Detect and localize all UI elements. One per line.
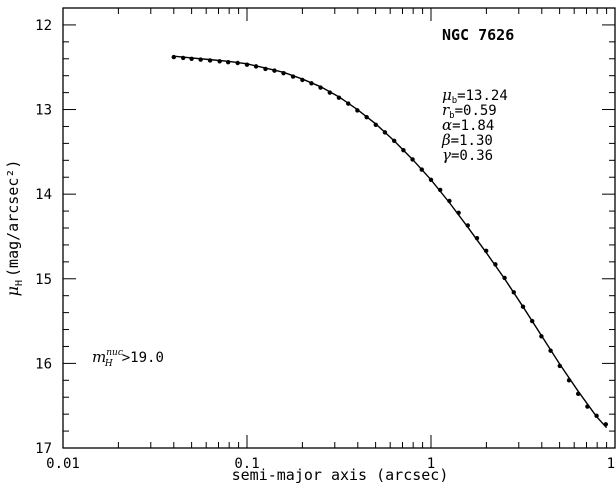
data-point: [419, 167, 424, 172]
data-point: [318, 85, 323, 90]
y-tick-labels: 12 13 14 15 16 17: [35, 18, 52, 457]
y-axis-label-symbol: μ: [3, 286, 22, 296]
y-axis-label: μH (mag/arcsec²): [3, 160, 25, 297]
y-axis-label-units: (mag/arcsec²): [4, 160, 22, 277]
fit-parameter-symbol: γ: [442, 146, 451, 164]
data-point: [447, 198, 452, 204]
data-point: [576, 391, 581, 397]
data-point: [483, 248, 489, 254]
data-point: [355, 108, 360, 113]
data-point: [548, 348, 553, 353]
nucleus-subscript: H: [104, 359, 113, 369]
fit-parameter-value: =13.24: [457, 88, 508, 104]
data-point: [235, 60, 240, 66]
axis-ticks: [62, 8, 615, 449]
x-tick-labels: 0.01 0.1 1 10: [46, 456, 616, 472]
data-point: [511, 290, 516, 295]
data-point: [392, 138, 397, 144]
fit-parameter-symbol: β: [441, 131, 451, 149]
data-point: [281, 70, 286, 76]
data-point: [290, 74, 296, 79]
data-point: [585, 404, 590, 409]
x-tick-label: 10: [607, 456, 616, 472]
data-point: [493, 262, 498, 267]
fit-parameter-value: =0.36: [451, 148, 493, 164]
data-point: [253, 64, 259, 69]
nucleus-value: >19.0: [122, 350, 164, 366]
fit-line: [173, 55, 608, 429]
fit-parameter: rb=0.59: [442, 101, 497, 121]
data-point: [346, 101, 351, 106]
fit-parameter-subscript: b: [452, 96, 457, 106]
data-point: [465, 223, 471, 228]
y-tick-label: 16: [35, 356, 52, 372]
data-point: [539, 334, 544, 339]
data-point: [474, 235, 480, 241]
y-tick-label: 14: [35, 187, 52, 203]
data-point: [456, 210, 461, 215]
data-point: [336, 95, 342, 100]
fit-parameter-value: =1.30: [451, 133, 493, 149]
data-point: [272, 68, 277, 73]
data-point: [300, 77, 305, 83]
data-point: [401, 147, 406, 153]
data-point: [207, 58, 213, 63]
fit-parameter-symbol: μ: [442, 86, 452, 104]
data-point: [603, 422, 609, 427]
fit-parameter: α=1.84: [442, 116, 494, 134]
x-tick-label: 1: [427, 456, 435, 472]
fit-parameter: γ=0.36: [442, 146, 493, 164]
plot-frame: [62, 7, 616, 449]
fit-parameter-value: =0.59: [455, 103, 497, 119]
data-point: [410, 157, 415, 162]
fit-parameter: μb=13.24: [442, 86, 508, 106]
data-point: [180, 55, 186, 61]
data-point: [529, 318, 535, 324]
data-point: [557, 363, 563, 369]
fit-parameter-symbol: α: [442, 116, 452, 134]
data-point: [189, 56, 194, 61]
y-tick-label: 15: [35, 272, 52, 288]
data-point: [217, 59, 222, 64]
chart-title: NGC 7626: [442, 26, 514, 44]
fit-parameter-subscript: b: [449, 111, 454, 121]
data-point: [594, 413, 599, 419]
y-tick-label: 13: [35, 103, 52, 119]
x-axis-label: semi-major axis (arcsec): [232, 466, 449, 484]
data-point: [520, 304, 526, 309]
data-point: [263, 66, 268, 72]
data-point: [382, 130, 388, 135]
fit-parameter-value: =1.84: [452, 118, 494, 134]
data-point: [373, 122, 378, 127]
nucleus-annotation: mnuc H >19.0: [92, 348, 164, 369]
y-tick-label: 17: [35, 441, 52, 457]
fit-parameter: β=1.30: [441, 131, 493, 149]
nucleus-symbol: m: [92, 348, 106, 366]
x-tick-label: 0.1: [234, 456, 259, 472]
data-points-group: [171, 54, 609, 427]
data-point: [428, 177, 434, 182]
x-tick-label: 0.01: [46, 456, 80, 472]
y-axis-label-subscript: H: [14, 280, 25, 286]
nucleus-superscript: nuc: [106, 348, 123, 358]
data-point: [198, 57, 203, 62]
fit-parameter-symbol: r: [442, 101, 450, 119]
data-point: [364, 114, 369, 120]
data-point: [327, 90, 333, 95]
data-point: [244, 62, 250, 67]
y-tick-label: 12: [35, 18, 52, 34]
data-point: [171, 54, 176, 60]
data-point: [502, 275, 507, 281]
data-point: [309, 81, 314, 86]
fit-line-group: [173, 55, 608, 429]
data-point: [437, 187, 443, 193]
y-axis-label-group: μH (mag/arcsec²): [3, 160, 25, 297]
data-point: [566, 378, 572, 383]
data-point: [225, 59, 231, 65]
